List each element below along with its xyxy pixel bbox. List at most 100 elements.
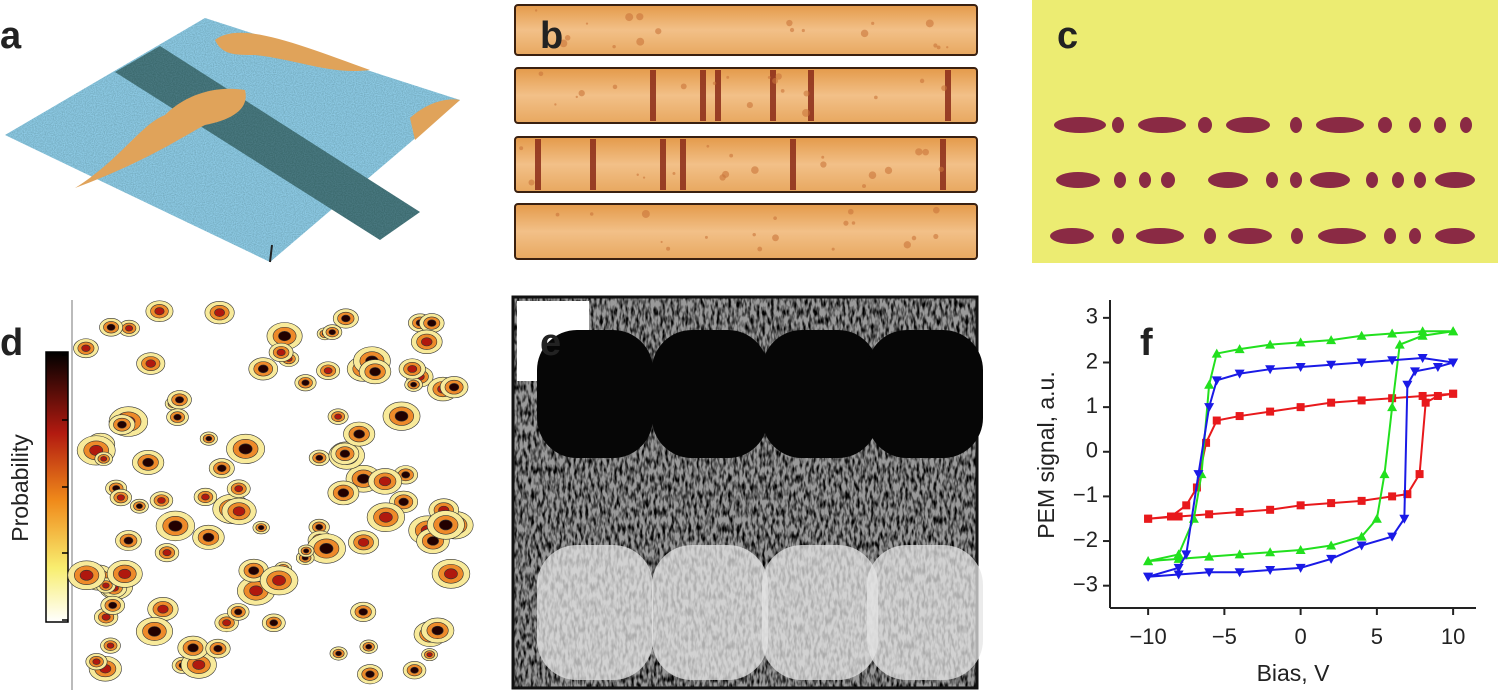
marker: [1234, 369, 1245, 379]
domain-line: [700, 70, 706, 121]
speck: [642, 176, 646, 179]
contour: [162, 549, 172, 557]
domain-light: [867, 545, 983, 680]
contour: [234, 485, 244, 493]
marker: [1182, 501, 1191, 510]
domain-light: [762, 545, 878, 680]
contour: [439, 519, 453, 531]
contour: [147, 626, 162, 637]
marker: [1173, 549, 1184, 559]
speck: [704, 235, 708, 239]
domain-dot: [1226, 117, 1270, 133]
contour: [410, 666, 419, 674]
marker: [1265, 547, 1276, 557]
marker: [1356, 358, 1367, 368]
y-tick-label: −1: [1073, 482, 1098, 507]
domain-dot: [1198, 117, 1212, 133]
domain-dot: [1384, 228, 1396, 244]
domain-line: [808, 70, 814, 121]
panel-label: b: [540, 15, 563, 57]
speck: [911, 235, 917, 241]
domain-dot: [1460, 117, 1472, 133]
contour: [108, 601, 118, 609]
speck: [554, 103, 557, 106]
y-axis-label: PEM signal, a.u.: [1033, 371, 1059, 538]
speck: [519, 146, 524, 151]
contour: [157, 604, 169, 614]
contour: [427, 319, 437, 327]
marker: [1415, 470, 1424, 479]
speck: [803, 90, 810, 97]
y-tick-label: 2: [1086, 348, 1098, 373]
marker: [1387, 328, 1398, 338]
speck: [680, 83, 687, 90]
x-tick-label: 0: [1295, 624, 1307, 649]
speck: [636, 13, 644, 21]
panel-c-image: [1032, 0, 1498, 263]
domain-dot: [1054, 117, 1106, 133]
contour: [365, 644, 373, 650]
speck: [936, 45, 941, 50]
marker: [1204, 568, 1215, 578]
contour: [315, 524, 324, 531]
contour: [303, 548, 310, 554]
marker: [1144, 514, 1153, 523]
contour: [301, 379, 310, 386]
speck: [843, 220, 849, 226]
marker: [1234, 568, 1245, 578]
contour: [379, 511, 393, 523]
speck: [612, 44, 616, 49]
contour: [154, 307, 165, 316]
contour: [123, 536, 134, 545]
marker: [1387, 356, 1398, 366]
marker: [1410, 367, 1420, 377]
domain-line: [535, 139, 541, 190]
speck: [862, 184, 867, 189]
x-tick-label: −5: [1212, 624, 1237, 649]
domain-dot: [1409, 117, 1421, 133]
contour: [407, 365, 418, 373]
domain-line: [680, 139, 686, 190]
contour: [269, 619, 279, 627]
contour: [222, 619, 232, 627]
contour: [106, 642, 115, 649]
marker: [1379, 469, 1390, 479]
contour: [214, 308, 225, 317]
marker: [1181, 550, 1192, 560]
marker: [1399, 514, 1410, 524]
strip: [514, 67, 978, 124]
contour: [276, 348, 286, 356]
contour: [81, 344, 91, 352]
marker: [1371, 513, 1382, 523]
marker: [1327, 499, 1336, 508]
marker: [1356, 541, 1367, 551]
speck: [922, 148, 929, 156]
speck: [772, 234, 779, 242]
domain-dot: [1056, 172, 1100, 188]
domain-dot: [1136, 228, 1184, 244]
contour: [106, 323, 116, 331]
y-tick-label: −2: [1073, 527, 1098, 552]
marker: [1326, 360, 1337, 370]
contour: [92, 658, 101, 665]
speck: [585, 22, 589, 25]
domain-dot: [1112, 228, 1124, 244]
speck: [757, 246, 763, 252]
speck: [559, 39, 568, 48]
marker: [1296, 501, 1305, 510]
speck: [868, 171, 877, 179]
marker: [1173, 570, 1184, 580]
contour: [357, 473, 370, 484]
x-tick-label: −10: [1129, 624, 1166, 649]
speck: [534, 9, 538, 12]
contour: [249, 585, 263, 597]
speck: [555, 212, 560, 217]
marker: [1211, 376, 1222, 386]
contour: [323, 367, 333, 375]
domain-dot: [1138, 117, 1186, 133]
contour: [234, 608, 243, 616]
domain-dot: [1318, 228, 1366, 244]
speck: [780, 89, 785, 93]
speck: [847, 208, 854, 215]
